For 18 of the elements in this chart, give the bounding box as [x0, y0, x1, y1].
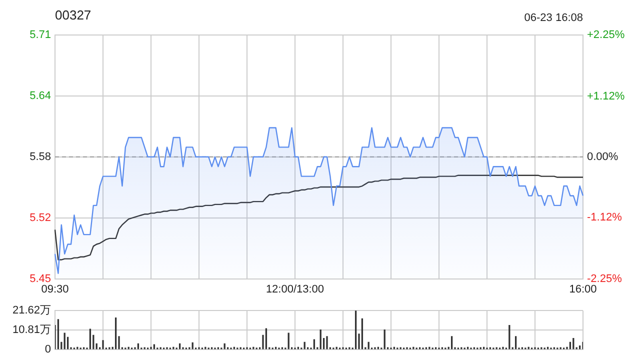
- y-tick-label: 5.58: [30, 150, 51, 163]
- x-tick-label: 12:00/13:00: [266, 283, 324, 296]
- x-tick-label: 16:00: [569, 283, 597, 296]
- y-tick-label: 21.62万: [12, 304, 51, 317]
- y2-tick-label: +2.25%: [587, 29, 625, 42]
- chart-title: 00327: [55, 8, 92, 23]
- y2-tick-label: -2.25%: [587, 272, 622, 285]
- y2-tick-label: -1.12%: [587, 212, 622, 224]
- y-tick-label: 5.45: [30, 272, 51, 285]
- y-tick-label: 5.52: [30, 212, 51, 224]
- y-tick-label: 10.81万: [12, 324, 51, 336]
- y-tick-label: 5.64: [30, 90, 51, 102]
- y2-tick-label: +1.12%: [587, 90, 625, 102]
- chart-subtitle: 06-23 16:08: [524, 12, 583, 24]
- y-tick-label: 0: [44, 343, 51, 356]
- x-tick-label: 09:30: [41, 283, 69, 296]
- y2-tick-label: 0.00%: [587, 150, 618, 163]
- y-tick-label: 5.71: [30, 29, 51, 42]
